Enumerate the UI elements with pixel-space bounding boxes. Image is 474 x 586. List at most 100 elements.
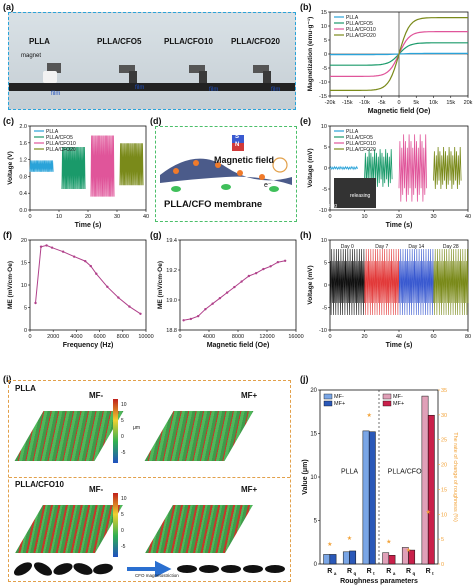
chart-g-point xyxy=(269,265,272,268)
chart-h-ytick-label: -5 xyxy=(322,306,327,312)
chart-c-legend-label: PLLA/CFO20 xyxy=(46,147,76,153)
chart-f-xtick-label: 6000 xyxy=(93,334,105,340)
chart-j-legend-label: MF- xyxy=(334,394,344,400)
chart-b-legend-label: PLLA xyxy=(346,15,359,21)
chart-b-ytick-label: 0 xyxy=(324,52,327,58)
chart-j-category-label: R xyxy=(406,568,411,575)
magnet-s-pole xyxy=(232,135,244,143)
chart-j-category-sub: q xyxy=(413,571,416,576)
membrane-label: PLLA/CFO membrane xyxy=(164,199,263,210)
chart-j-group-label: PLLA/CFO10 xyxy=(388,469,430,476)
chart-e-xtick-label: 30 xyxy=(430,214,436,220)
chart-f-point xyxy=(61,250,65,253)
chart-j-y2tick-label: 20 xyxy=(441,463,447,469)
colorbar-tick: 5 xyxy=(121,512,124,518)
chart-j-category-sub: q xyxy=(354,571,357,576)
chart-g-point xyxy=(182,319,185,322)
chart-b-ytick-label: -10 xyxy=(319,80,327,86)
chart-j-category-sub: a xyxy=(393,571,396,576)
inset-pressing: pressing xyxy=(318,203,337,209)
chart-c-ytick-label: 0.0 xyxy=(19,208,27,214)
chart-c-series-PLLA/CFO10 xyxy=(90,135,115,197)
colorbar-ticks-2: 10 5 0 -5 xyxy=(121,491,127,555)
chart-j-rate-star: ★ xyxy=(406,547,411,554)
chart-j-y2tick-label: 10 xyxy=(441,512,447,518)
colorbar-unit: μm xyxy=(133,425,141,431)
chart-j-category-label: R xyxy=(347,568,352,575)
chart-c-xlabel: Time (s) xyxy=(75,222,102,229)
chart-j-category-sub: a xyxy=(334,571,337,576)
membrane-shape xyxy=(160,158,292,185)
chart-h-xtick-label: 40 xyxy=(396,334,402,340)
chart-b-ytick-label: 5 xyxy=(324,38,327,44)
electrode xyxy=(221,184,231,190)
panel-label-e: (e) xyxy=(300,116,311,126)
panel-label-i: (i) xyxy=(3,374,12,384)
panel-label-j: (j) xyxy=(300,374,309,384)
chart-g-point xyxy=(276,260,280,264)
chart-c-xtick-label: 20 xyxy=(85,214,91,220)
chart-c-ytick-label: 2.0 xyxy=(19,124,27,130)
chart-b-series-PLLA/CFO20 xyxy=(330,17,468,91)
chart-j-category-label: R xyxy=(386,568,391,575)
magnet-s: S xyxy=(235,134,240,140)
panel-label-b: (b) xyxy=(300,2,312,12)
chart-f-ytick-label: 5 xyxy=(24,306,27,312)
colorbar-tick: -5 xyxy=(121,544,126,550)
chart-j-bar-mf-plus xyxy=(427,414,435,565)
chart-f-point xyxy=(39,245,43,248)
chart-e-legend-label: PLLA xyxy=(346,129,359,135)
chart-e-xtick-label: 10 xyxy=(361,214,367,220)
film-holder-bar xyxy=(9,83,295,91)
chart-b-xlabel: Magnetic field (Oe) xyxy=(368,108,431,115)
colorbar-2 xyxy=(113,493,118,557)
chart-f-point xyxy=(89,264,92,268)
chart-b-ylabel: Magnetization (emu·g⁻¹) xyxy=(307,17,314,92)
film-cfo10 xyxy=(199,71,207,83)
chart-h-day-label: Day 28 xyxy=(443,244,459,250)
chart-h-series-Day 0 xyxy=(329,248,365,316)
magnet-label: magnet xyxy=(21,53,42,59)
chart-g-point xyxy=(240,280,243,283)
chart-g-xtick-label: 12000 xyxy=(259,334,274,340)
roughness-label-cfo10: PLLA/CFO10 xyxy=(15,480,64,489)
chart-e-legend-label: PLLA/CFO10 xyxy=(346,141,376,147)
surface-plla-mf-minus xyxy=(14,411,124,461)
chart-h-ytick-label: 0 xyxy=(324,283,327,289)
chart-h-ytick-label: -10 xyxy=(319,328,327,334)
chart-h-series-Day 7 xyxy=(364,248,400,316)
magnet-block-4 xyxy=(253,65,269,73)
film-label-3: film xyxy=(209,87,219,93)
chart-e-inset-photo xyxy=(334,178,376,208)
chart-b-xtick-label: -10k xyxy=(359,100,370,106)
chart-e-series-PLLA/CFO20 xyxy=(433,146,462,190)
chart-j-y2tick-label: 30 xyxy=(441,413,447,419)
magnetic-field-label: Magnetic field xyxy=(214,155,275,165)
chart-g-ytick-label: 18.8 xyxy=(166,328,177,334)
chart-e-ytick-label: 0 xyxy=(324,166,327,172)
chart-h-series-Day 28 xyxy=(433,248,469,316)
surface-plla-mf-plus xyxy=(144,411,254,461)
chart-e-ylabel: Voltage (mV) xyxy=(307,148,314,187)
chart-c-xtick-label: 10 xyxy=(56,214,62,220)
panel-label-f: (f) xyxy=(3,230,12,240)
mf-minus-top: MF- xyxy=(89,391,104,400)
bulb-icon xyxy=(272,157,288,173)
chart-h-ytick-label: 10 xyxy=(321,238,327,244)
chart-c-legend-label: PLLA/CFO10 xyxy=(46,141,76,147)
chart-h-xtick-label: 60 xyxy=(430,334,436,340)
chart-b-legend-label: PLLA/CFO10 xyxy=(346,27,376,33)
particle xyxy=(215,162,221,168)
chart-j-legend-label: MF- xyxy=(393,394,403,400)
chart-f-point xyxy=(117,296,120,299)
chart-g-point xyxy=(204,308,207,311)
panel-i-roughness: PLLA PLLA/CFO10 MF- MF+ MF- MF+ 10 5 0 -… xyxy=(8,380,291,582)
chart-j-y2tick-label: 25 xyxy=(441,438,447,444)
chart-b-xtick-label: 5k xyxy=(413,100,419,106)
magnet-block xyxy=(47,63,61,73)
divider xyxy=(9,477,290,478)
chart-j-y2label: The rate of change of roughness (%) xyxy=(452,432,458,522)
chart-g-xtick-label: 16000 xyxy=(288,334,303,340)
chart-j-ytick-label: 10 xyxy=(310,475,317,481)
